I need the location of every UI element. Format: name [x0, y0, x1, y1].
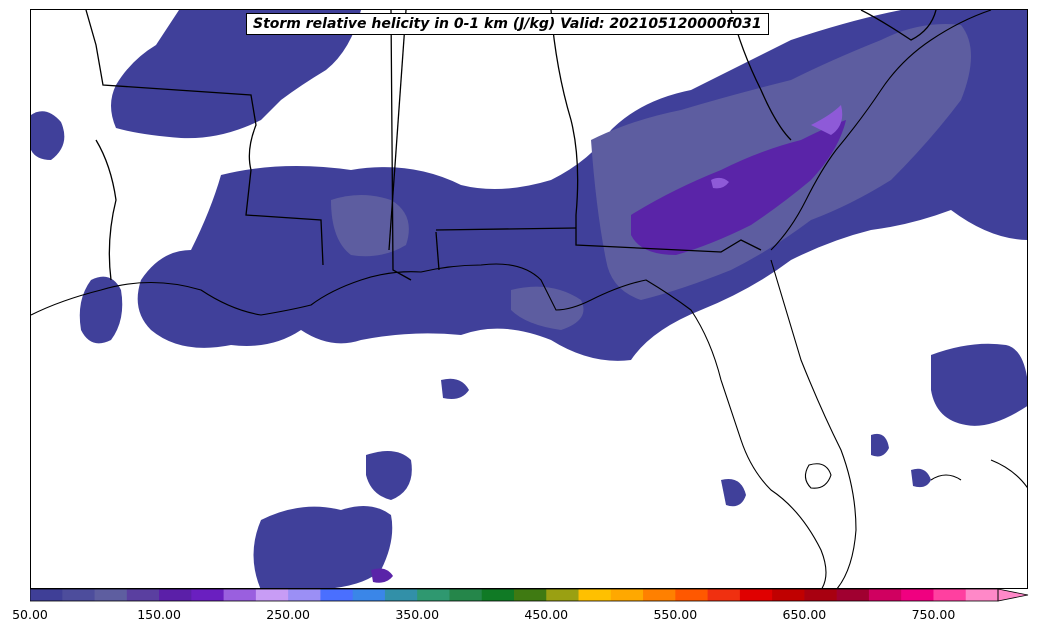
colorbar-segment	[62, 589, 96, 601]
colorbar-tick-label: 250.00	[266, 607, 310, 622]
colorbar-segment	[159, 589, 192, 601]
colorbar-segment	[481, 589, 515, 601]
lake-okeechobee	[804, 463, 832, 489]
helicity-map	[31, 10, 1027, 588]
colorbar-segment	[546, 589, 580, 601]
colorbar-segment	[191, 589, 225, 601]
colorbar-segment	[255, 589, 289, 601]
colorbar-segment	[223, 589, 257, 601]
colorbar-tick-label: 150.00	[137, 607, 181, 622]
coastline	[31, 10, 1027, 588]
colorbar-segment	[30, 589, 63, 601]
colorbar-tick-label: 650.00	[782, 607, 827, 622]
colorbar-segment	[675, 589, 709, 601]
colorbar-segment	[933, 589, 967, 601]
colorbar-segment	[514, 589, 547, 601]
colorbar-segment	[449, 589, 483, 601]
colorbar-segment	[384, 589, 418, 601]
colorbar-tick-label: 50.00	[12, 607, 48, 622]
colorbar-segment	[707, 589, 741, 601]
colorbar-segment	[836, 589, 870, 601]
colorbar-segment	[739, 589, 773, 601]
colorbar-segment	[126, 589, 160, 601]
colorbar-segment	[901, 589, 934, 601]
colorbar-tick-label: 550.00	[653, 607, 698, 622]
colorbar-segment	[772, 589, 805, 601]
colorbar-segment	[610, 589, 644, 601]
colorbar-segment	[288, 589, 321, 601]
map-frame	[30, 9, 1028, 589]
colorbar-segment	[804, 589, 838, 601]
colorbar-segment	[643, 589, 676, 601]
colorbar-segment	[94, 589, 128, 601]
colorbar-extend-arrow	[997, 588, 1029, 602]
colorbar-tick-label: 450.00	[524, 607, 569, 622]
colorbar-segment	[868, 589, 902, 601]
srh-fill-high	[371, 105, 846, 583]
colorbar-tick-label: 350.00	[395, 607, 440, 622]
colorbar-segment	[417, 589, 450, 601]
colorbar-segment	[320, 589, 354, 601]
colorbar-segment	[352, 589, 386, 601]
colorbar-segment	[578, 589, 612, 601]
colorbar-segment	[965, 589, 999, 601]
colorbar-tick-label: 750.00	[911, 607, 956, 622]
map-title: Storm relative helicity in 0-1 km (J/kg)…	[246, 13, 769, 35]
colorbar	[30, 588, 1029, 602]
colorbar-outline	[30, 588, 999, 602]
